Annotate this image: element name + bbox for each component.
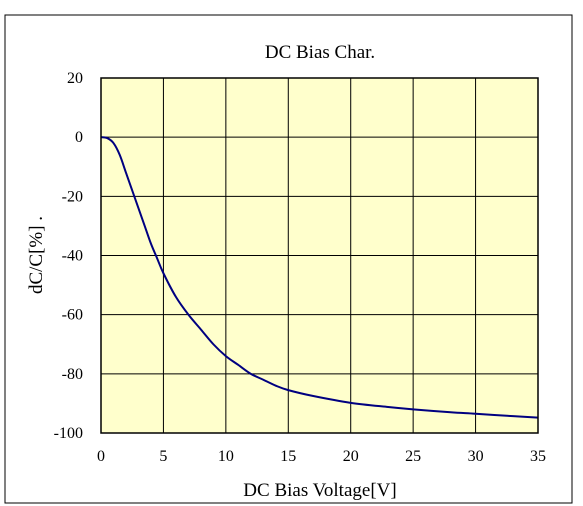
x-tick-label: 5 bbox=[159, 448, 167, 465]
y-tick-label: -100 bbox=[54, 425, 83, 442]
x-tick-label: 25 bbox=[405, 448, 421, 465]
x-tick-labels: 0 5 10 15 20 25 30 35 bbox=[97, 448, 546, 465]
y-tick-labels: 20 0 -20 -40 -60 -80 -100 bbox=[54, 70, 83, 442]
x-tick-label: 10 bbox=[218, 448, 234, 465]
y-tick-label: -40 bbox=[62, 248, 83, 265]
x-tick-label: 30 bbox=[468, 448, 484, 465]
x-tick-label: 20 bbox=[343, 448, 359, 465]
series-line bbox=[100, 136, 539, 419]
y-tick-label: 0 bbox=[75, 129, 83, 146]
x-tick-label: 0 bbox=[97, 448, 105, 465]
x-axis-label: DC Bias Voltage[V] bbox=[243, 480, 396, 501]
y-axis-label: dC/C[%] . bbox=[26, 216, 47, 294]
plot-border bbox=[100, 77, 539, 434]
chart-title: DC Bias Char. bbox=[265, 42, 375, 63]
x-tick-label: 35 bbox=[530, 448, 546, 465]
y-tick-label: -80 bbox=[62, 366, 83, 383]
y-tick-label: 20 bbox=[67, 70, 83, 87]
x-tick-label: 15 bbox=[280, 448, 296, 465]
y-tick-label: -20 bbox=[62, 188, 83, 205]
y-tick-label: -60 bbox=[62, 307, 83, 324]
